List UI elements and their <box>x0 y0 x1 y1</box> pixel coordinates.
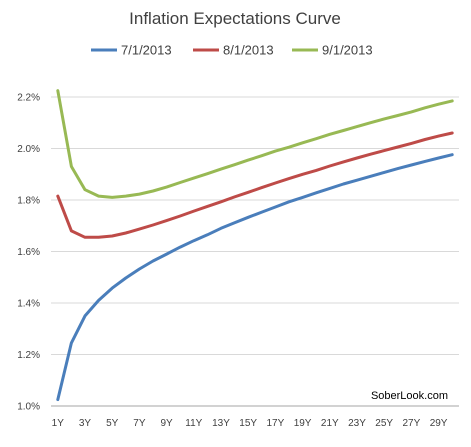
series-line-9-1-2013 <box>56 89 454 199</box>
gridlines <box>51 96 459 355</box>
y-tick-label: 1.2% <box>17 350 40 361</box>
x-tick-label: 17Y <box>267 418 285 429</box>
x-tick-label: 1Y <box>52 418 65 429</box>
y-tick-label: 1.0% <box>17 402 40 413</box>
series-lines <box>56 89 454 402</box>
legend-label: 8/1/2013 <box>223 43 274 58</box>
x-tick-label: 27Y <box>403 418 421 429</box>
x-tick-label: 9Y <box>160 418 173 429</box>
y-tick-label: 2.0% <box>17 144 40 155</box>
x-tick-label: 19Y <box>294 418 312 429</box>
y-tick-label: 1.8% <box>17 196 40 207</box>
x-tick-label: 29Y <box>430 418 448 429</box>
y-tick-label: 2.2% <box>17 93 40 104</box>
legend: 7/1/2013 8/1/2013 9/1/2013 <box>91 43 373 58</box>
x-tick-label: 23Y <box>348 418 366 429</box>
y-tick-label: 1.6% <box>17 247 40 258</box>
series-line-8-1-2013 <box>56 131 454 239</box>
legend-label: 7/1/2013 <box>121 43 172 58</box>
legend-label: 9/1/2013 <box>322 43 373 58</box>
chart-title: Inflation Expectations Curve <box>129 9 341 28</box>
series-line-7-1-2013 <box>56 153 454 402</box>
x-tick-label: 13Y <box>212 418 230 429</box>
x-axis-tick-labels: 1Y 3Y 5Y 7Y 9Y 11Y 13Y 15Y 17Y 19Y 21Y 23Y 25Y 27Y 29Y <box>52 418 448 429</box>
x-tick-label: 3Y <box>79 418 92 429</box>
x-tick-label: 25Y <box>375 418 393 429</box>
x-tick-label: 11Y <box>185 418 202 429</box>
x-tick-label: 21Y <box>321 418 339 429</box>
y-tick-label: 1.4% <box>17 299 40 310</box>
y-axis-tick-labels: 1.0% 1.2% 1.4% 1.6% 1.8% 2.0% 2.2% <box>17 93 40 413</box>
x-tick-label: 5Y <box>106 418 119 429</box>
x-tick-label: 7Y <box>133 418 146 429</box>
x-tick-label: 15Y <box>239 418 257 429</box>
source-annotation: SoberLook.com <box>371 390 448 402</box>
